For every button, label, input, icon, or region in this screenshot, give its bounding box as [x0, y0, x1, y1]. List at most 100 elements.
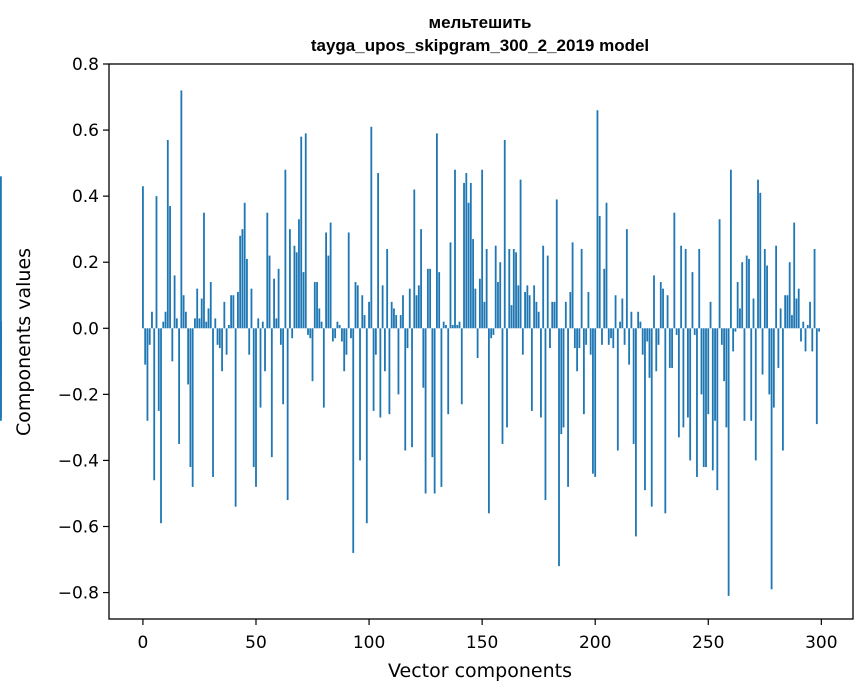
bar-251	[709, 301, 712, 329]
y-axis-label: Components values	[13, 248, 35, 436]
bar-13	[171, 328, 174, 362]
bar-137	[451, 324, 454, 329]
bar-72	[304, 133, 307, 329]
bar-184	[558, 328, 560, 567]
bar-46	[246, 258, 248, 329]
bar-186	[562, 328, 565, 428]
bar-131	[438, 272, 441, 329]
bar-167	[519, 179, 522, 329]
bar-272	[757, 179, 759, 329]
bar-274	[761, 328, 764, 375]
bar-119	[411, 328, 413, 448]
x-tick-label: 50	[245, 633, 267, 653]
bar-8	[160, 328, 162, 524]
bar-17	[180, 90, 183, 329]
bar-226	[653, 275, 655, 329]
bar-173	[533, 285, 536, 329]
bar-200	[594, 328, 597, 477]
chart-subtitle: tayga_upos_skipgram_300_2_2019 model	[311, 36, 649, 55]
bar-180	[549, 328, 551, 349]
bar-114	[399, 315, 402, 329]
bar-163	[510, 305, 513, 329]
bars-group	[0, 90, 820, 596]
bar-209	[614, 295, 617, 329]
bar-198	[589, 328, 592, 355]
bar-132	[440, 328, 443, 487]
bar-28	[205, 321, 208, 329]
bar-291	[800, 328, 802, 342]
chart-title: мельтешить	[429, 13, 532, 32]
bar-252	[711, 328, 714, 471]
bar-156	[494, 245, 497, 329]
bar-269	[750, 328, 753, 421]
bar-165	[515, 252, 517, 329]
bar-168	[521, 328, 524, 355]
bar-152	[485, 249, 488, 329]
bar-110	[390, 301, 393, 329]
bar-212	[621, 298, 624, 329]
bar-11	[166, 139, 169, 329]
bar-63	[284, 169, 287, 329]
bar-10	[164, 311, 167, 329]
bar-103	[374, 328, 377, 355]
bar-235	[673, 212, 676, 329]
bar-239	[682, 328, 685, 428]
bar-undefined	[0, 176, 2, 329]
bar-71	[302, 272, 305, 329]
bar-20	[187, 328, 190, 385]
bar-undefined	[0, 328, 2, 421]
bar-79	[320, 321, 323, 329]
bar-264	[739, 308, 741, 329]
bar-89	[343, 328, 346, 372]
bar-289	[795, 298, 798, 329]
bar-260	[729, 169, 732, 329]
bar-201	[596, 110, 599, 329]
bar-69	[298, 219, 300, 329]
bar-51	[257, 318, 260, 329]
bar-95	[356, 285, 359, 329]
bar-175	[537, 311, 540, 329]
bar-147	[474, 288, 477, 329]
bar-214	[625, 229, 628, 329]
bar-203	[601, 328, 603, 345]
bar-213	[623, 328, 626, 345]
x-tick-label: 0	[138, 633, 149, 653]
bar-158	[499, 262, 502, 329]
bar-125	[424, 328, 427, 494]
bar-178	[544, 328, 547, 501]
bar-296	[811, 328, 814, 352]
bar-67	[293, 245, 296, 329]
bar-176	[540, 328, 542, 418]
bar-3	[148, 328, 151, 345]
bar-169	[524, 291, 526, 329]
bar-211	[619, 321, 621, 329]
bar-281	[777, 328, 780, 368]
bar-144	[467, 202, 470, 329]
bar-105	[379, 328, 382, 418]
bar-161	[506, 328, 508, 428]
bar-34	[218, 328, 221, 349]
bar-160	[503, 139, 506, 329]
bar-276	[766, 265, 768, 329]
bar-59	[275, 318, 278, 329]
bar-44	[241, 229, 244, 329]
bar-109	[388, 328, 391, 415]
x-tick-label: 200	[579, 633, 611, 653]
bar-277	[768, 328, 771, 395]
bar-187	[564, 301, 567, 329]
axes-frame	[108, 63, 854, 620]
bar-139	[456, 324, 459, 329]
bar-240	[684, 249, 687, 329]
bar-122	[417, 285, 420, 329]
bar-85	[334, 328, 337, 339]
bar-29	[207, 308, 210, 329]
bar-292	[802, 321, 805, 329]
bar-210	[616, 328, 619, 451]
bar-116	[404, 328, 407, 451]
bar-73	[307, 328, 309, 335]
bar-112	[395, 315, 398, 329]
bar-23	[194, 318, 196, 329]
bar-196	[585, 328, 588, 345]
bar-268	[748, 258, 750, 329]
bar-104	[377, 173, 380, 329]
